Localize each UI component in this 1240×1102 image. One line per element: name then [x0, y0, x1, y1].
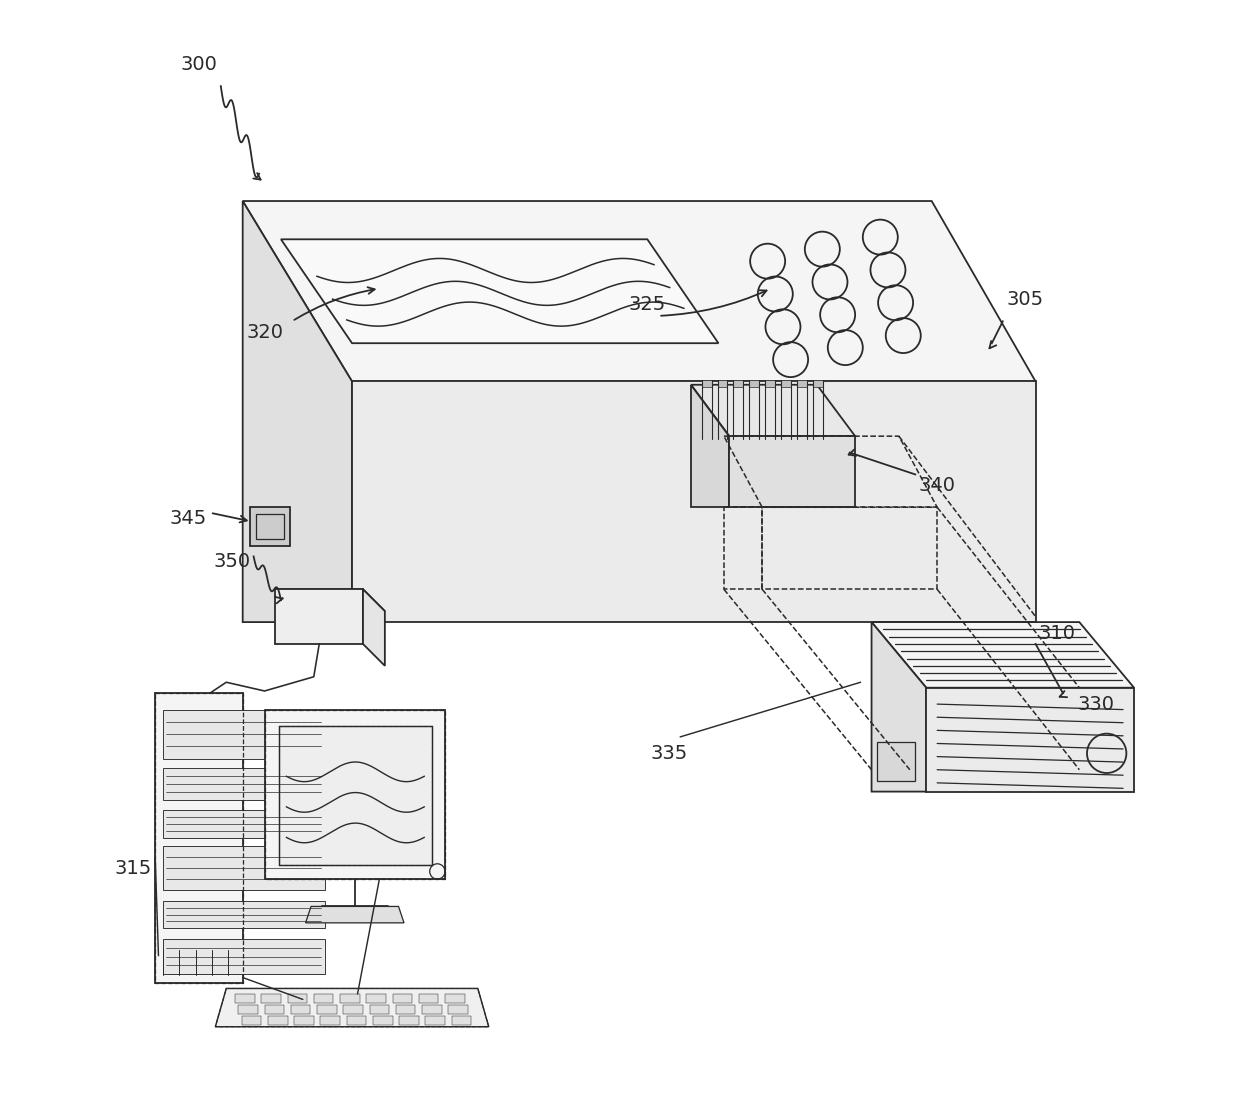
- Polygon shape: [294, 1016, 314, 1025]
- Polygon shape: [288, 994, 308, 1003]
- Polygon shape: [718, 380, 728, 387]
- Text: 315: 315: [114, 858, 153, 877]
- Polygon shape: [366, 994, 386, 1003]
- Polygon shape: [250, 507, 290, 545]
- Polygon shape: [451, 1016, 471, 1025]
- Polygon shape: [317, 1005, 337, 1014]
- Polygon shape: [268, 1016, 288, 1025]
- Polygon shape: [347, 1016, 366, 1025]
- Text: 325: 325: [629, 295, 666, 314]
- Polygon shape: [691, 385, 729, 507]
- Polygon shape: [702, 380, 712, 387]
- Polygon shape: [162, 810, 325, 838]
- Polygon shape: [419, 994, 439, 1003]
- Polygon shape: [340, 994, 360, 1003]
- Text: 305: 305: [1006, 290, 1043, 309]
- Polygon shape: [445, 994, 465, 1003]
- Polygon shape: [291, 1005, 310, 1014]
- Polygon shape: [422, 1005, 441, 1014]
- Polygon shape: [812, 380, 822, 387]
- Polygon shape: [926, 688, 1135, 791]
- Polygon shape: [877, 743, 915, 780]
- Text: 300: 300: [181, 55, 217, 74]
- Polygon shape: [393, 994, 412, 1003]
- Polygon shape: [155, 693, 243, 983]
- Polygon shape: [264, 710, 445, 879]
- Text: 345: 345: [170, 509, 207, 528]
- Polygon shape: [242, 1016, 262, 1025]
- Polygon shape: [370, 1005, 389, 1014]
- Polygon shape: [734, 380, 743, 387]
- Polygon shape: [238, 1005, 258, 1014]
- Text: 310: 310: [1039, 624, 1076, 642]
- Polygon shape: [162, 768, 325, 800]
- Text: 335: 335: [651, 744, 688, 763]
- Polygon shape: [765, 380, 775, 387]
- Polygon shape: [781, 380, 791, 387]
- Polygon shape: [279, 726, 432, 865]
- Polygon shape: [373, 1016, 393, 1025]
- Polygon shape: [216, 988, 489, 1027]
- Polygon shape: [243, 201, 1035, 381]
- Polygon shape: [264, 1005, 284, 1014]
- Polygon shape: [243, 201, 352, 623]
- Polygon shape: [352, 381, 1035, 623]
- Polygon shape: [729, 436, 856, 507]
- Text: 330: 330: [1078, 694, 1115, 714]
- Text: 340: 340: [919, 476, 956, 495]
- Polygon shape: [797, 380, 807, 387]
- Polygon shape: [399, 1016, 419, 1025]
- Polygon shape: [162, 846, 325, 890]
- Polygon shape: [872, 623, 926, 791]
- Text: 350: 350: [213, 552, 250, 572]
- Polygon shape: [343, 1005, 363, 1014]
- Polygon shape: [162, 939, 325, 974]
- Polygon shape: [281, 239, 718, 343]
- Polygon shape: [262, 994, 281, 1003]
- Polygon shape: [691, 385, 856, 436]
- Polygon shape: [275, 590, 384, 612]
- Polygon shape: [162, 901, 325, 928]
- Polygon shape: [396, 1005, 415, 1014]
- Text: 320: 320: [246, 323, 283, 342]
- Polygon shape: [363, 590, 384, 666]
- Polygon shape: [275, 590, 363, 644]
- Polygon shape: [305, 907, 404, 922]
- Polygon shape: [320, 1016, 340, 1025]
- Polygon shape: [425, 1016, 445, 1025]
- Polygon shape: [314, 994, 334, 1003]
- Polygon shape: [749, 380, 759, 387]
- Polygon shape: [162, 710, 325, 759]
- Polygon shape: [449, 1005, 467, 1014]
- Polygon shape: [872, 623, 1135, 688]
- Polygon shape: [236, 994, 254, 1003]
